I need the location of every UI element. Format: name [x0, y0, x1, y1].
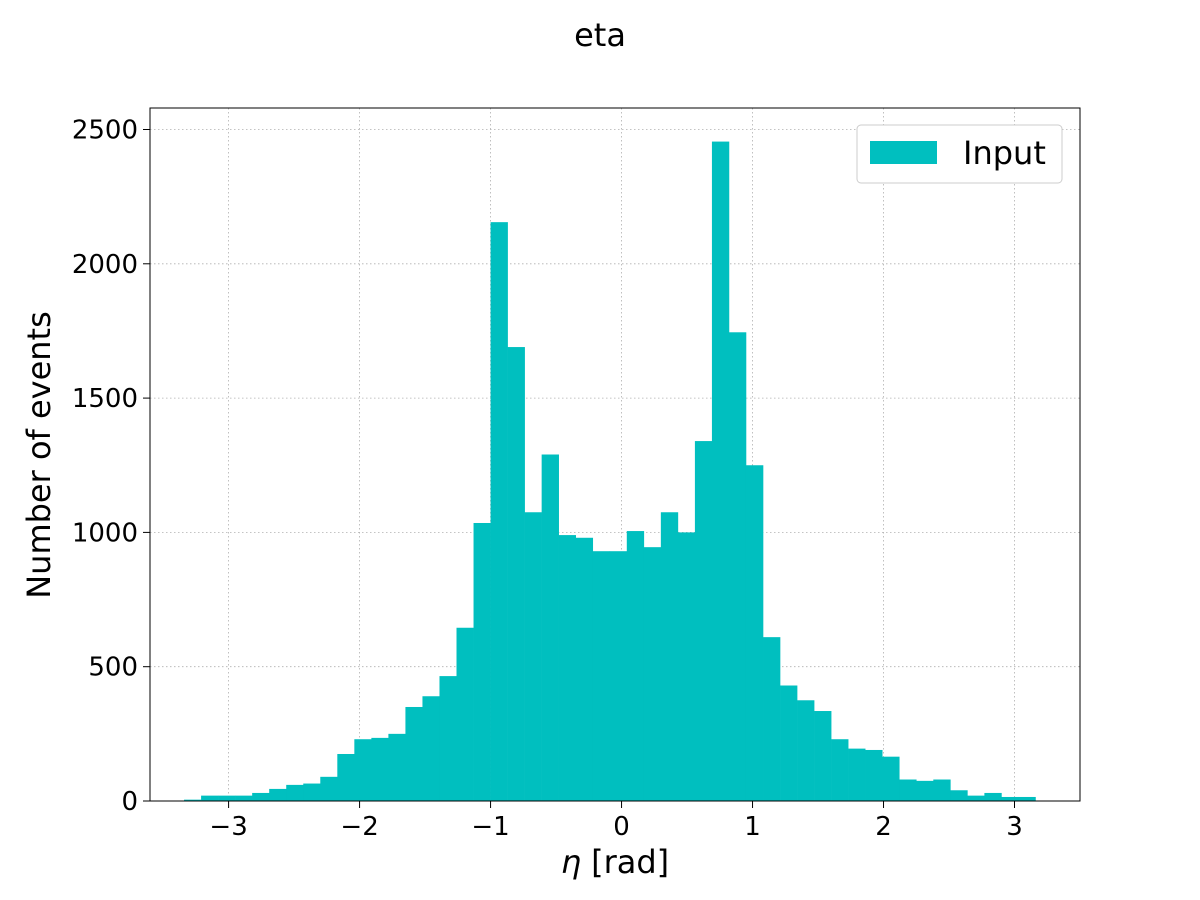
- x-tick-label-4: 1: [744, 812, 761, 842]
- histogram-bar-17: [473, 522, 491, 801]
- x-axis-ticks: −3 −2 −1 0 1 2 3: [209, 801, 1023, 842]
- legend-box: [856, 124, 1063, 184]
- histogram-bar-41: [882, 756, 900, 801]
- x-tick-label-1: −2: [340, 812, 378, 842]
- y-tick-label-5: 2500: [72, 115, 138, 145]
- histogram-bar-23: [575, 537, 594, 801]
- x-tick-label-6: 3: [1006, 812, 1023, 842]
- histogram-bar-5: [269, 788, 287, 801]
- histogram-bar-39: [848, 748, 866, 801]
- y-tick-label-2: 1000: [72, 518, 138, 548]
- histogram-bar-20: [524, 512, 542, 801]
- histogram-bar-24: [592, 551, 611, 801]
- histogram-bar-6: [286, 784, 304, 801]
- histogram-bar-12: [388, 733, 406, 801]
- histogram-bar-33: [745, 465, 764, 801]
- histogram-bar-19: [507, 347, 525, 801]
- histogram-bar-21: [541, 454, 559, 801]
- histogram-bar-35: [780, 685, 798, 801]
- histogram-bar-16: [456, 627, 474, 801]
- histogram-bar-2: [218, 795, 236, 801]
- histogram-bar-43: [916, 780, 934, 801]
- x-tick-label-2: −1: [471, 812, 509, 842]
- histogram-bar-7: [303, 783, 321, 801]
- plot-frame: [149, 107, 1081, 802]
- histogram-bar-30: [694, 441, 713, 801]
- histogram-bar-44: [933, 779, 951, 801]
- legend: Input: [856, 124, 1063, 184]
- y-axis-ticks: 0 500 1000 1500 2000 2500: [72, 115, 150, 817]
- histogram-bar-40: [865, 749, 883, 801]
- histogram-bar-4: [252, 792, 270, 801]
- histogram-bar-34: [763, 637, 781, 801]
- x-tick-label-5: 2: [875, 812, 892, 842]
- legend-label-input: Input: [963, 134, 1046, 172]
- histogram-bar-14: [422, 696, 440, 801]
- histogram-bar-1: [201, 795, 219, 801]
- y-tick-label-3: 1500: [72, 384, 138, 414]
- histogram-bar-22: [558, 535, 577, 801]
- legend-swatch-input: [870, 141, 937, 164]
- histogram-bar-27: [643, 547, 662, 801]
- histogram-bar-8: [320, 776, 338, 801]
- histogram-bar-28: [660, 512, 679, 801]
- histogram-bar-46: [967, 795, 985, 801]
- histogram-bar-29: [677, 532, 696, 801]
- histogram-bar-32: [728, 332, 747, 801]
- histogram-bar-38: [831, 739, 849, 801]
- histogram-bar-26: [626, 531, 645, 801]
- histogram-bar-45: [950, 790, 968, 801]
- histogram-bar-10: [354, 739, 372, 801]
- histogram-bar-11: [371, 737, 389, 801]
- histogram-bar-36: [797, 700, 815, 801]
- y-axis-label: Number of events: [20, 311, 58, 599]
- histogram-bar-3: [235, 795, 253, 801]
- x-axis-label-unit: [rad]: [591, 843, 669, 881]
- histogram-bar-25: [609, 551, 628, 801]
- histogram-bar-0: [184, 799, 202, 801]
- x-axis-label: η [rad]: [561, 843, 669, 881]
- histogram-bar-47: [984, 792, 1002, 801]
- bars-layer: [184, 141, 1036, 802]
- histogram-bar-37: [814, 711, 832, 801]
- y-tick-label-1: 500: [88, 653, 138, 683]
- histogram-bar-18: [490, 222, 508, 801]
- chart-title: eta: [574, 16, 626, 54]
- x-axis-label-symbol: η: [561, 843, 581, 881]
- x-tick-label-0: −3: [209, 812, 247, 842]
- histogram-bar-13: [405, 706, 423, 801]
- y-tick-label-0: 0: [121, 787, 138, 817]
- y-tick-label-4: 2000: [72, 250, 138, 280]
- histogram-bar-42: [899, 779, 917, 801]
- histogram-bar-9: [337, 753, 355, 801]
- histogram-bar-49: [1018, 796, 1036, 801]
- x-tick-label-3: 0: [613, 812, 630, 842]
- histogram-bar-15: [439, 676, 457, 801]
- histogram-bar-31: [711, 141, 730, 802]
- histogram-bar-48: [1001, 796, 1019, 801]
